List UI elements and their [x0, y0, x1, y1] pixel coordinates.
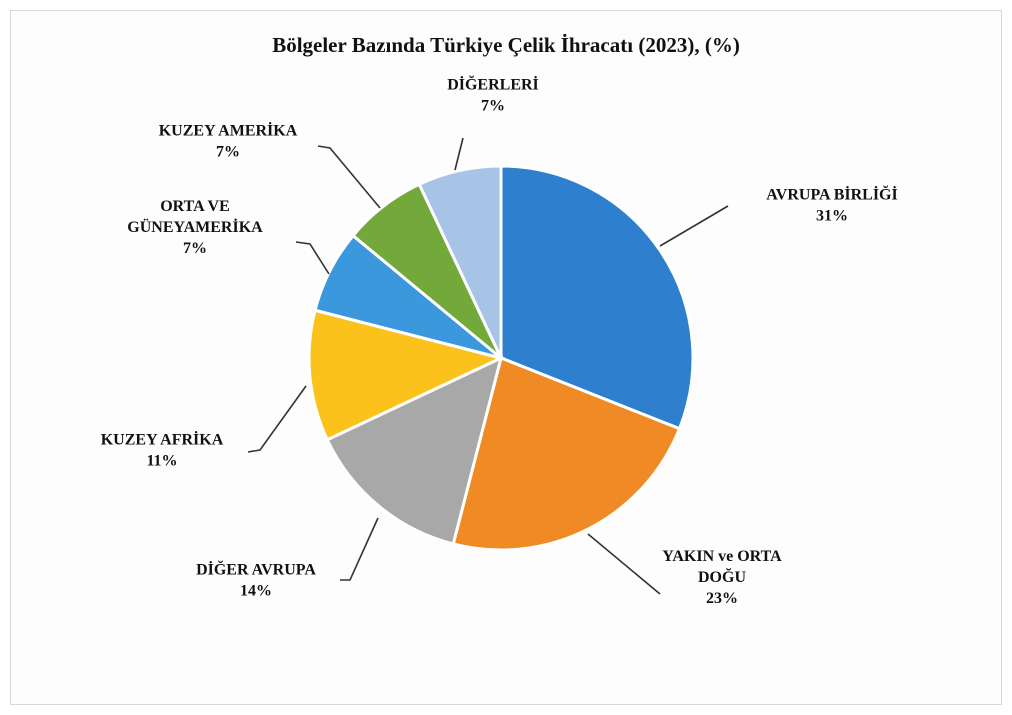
slice-label: KUZEY AFRİKA 11%: [101, 430, 224, 470]
slice-label: DİĞERLERİ 7%: [447, 75, 539, 115]
slice-label: ORTA VE GÜNEYAMERİKA 7%: [127, 198, 263, 257]
slice-value-label: 11%: [146, 453, 177, 470]
slice-category-label: ORTA VE: [160, 198, 230, 215]
slice-value-label: 14%: [240, 583, 272, 600]
chart-title: Bölgeler Bazında Türkiye Çelik İhracatı …: [272, 33, 740, 57]
slice-value-label: 7%: [481, 98, 505, 115]
slice-label: AVRUPA BİRLİĞİ 31%: [766, 185, 897, 225]
pie-slice: [325, 355, 504, 546]
pie-slice: [499, 164, 695, 431]
slice-category-label: DİĞER AVRUPA: [196, 560, 316, 579]
leader-line: [247, 385, 307, 453]
slice-category-label: AVRUPA BİRLİĞİ: [766, 185, 897, 204]
slice-label: DİĞER AVRUPA 14%: [196, 560, 316, 600]
pie-slice: [307, 308, 506, 442]
slice-value-label: 31%: [816, 208, 848, 225]
leader-lines: [247, 137, 729, 595]
leader-line: [454, 137, 464, 171]
slice-category-label: DOĞU: [698, 567, 746, 586]
slice-value-label: 7%: [183, 240, 207, 257]
pie-slices: [307, 164, 695, 552]
slice-category-label: DİĞERLERİ: [447, 75, 539, 94]
slice-category-label: KUZEY AMERİKA: [159, 121, 298, 140]
pie-slice: [451, 355, 682, 552]
leader-line: [587, 533, 661, 595]
pie-slice: [417, 164, 503, 359]
leader-line: [317, 145, 381, 209]
slice-category-label: YAKIN ve ORTA: [662, 548, 782, 565]
slice-labels: AVRUPA BİRLİĞİ 31% YAKIN ve ORTA DOĞU 23% DİĞ…: [101, 75, 898, 608]
slice-value-label: 7%: [216, 144, 240, 161]
slice-value-label: 23%: [706, 590, 738, 607]
slice-label: KUZEY AMERİKA 7%: [159, 121, 298, 161]
slice-category-label: KUZEY AFRİKA: [101, 430, 224, 449]
leader-line: [340, 517, 379, 581]
leader-line: [295, 241, 330, 275]
slice-label: YAKIN ve ORTA DOĞU 23%: [662, 548, 782, 607]
leader-line: [659, 205, 729, 247]
slice-category-label: GÜNEYAMERİKA: [127, 217, 263, 236]
